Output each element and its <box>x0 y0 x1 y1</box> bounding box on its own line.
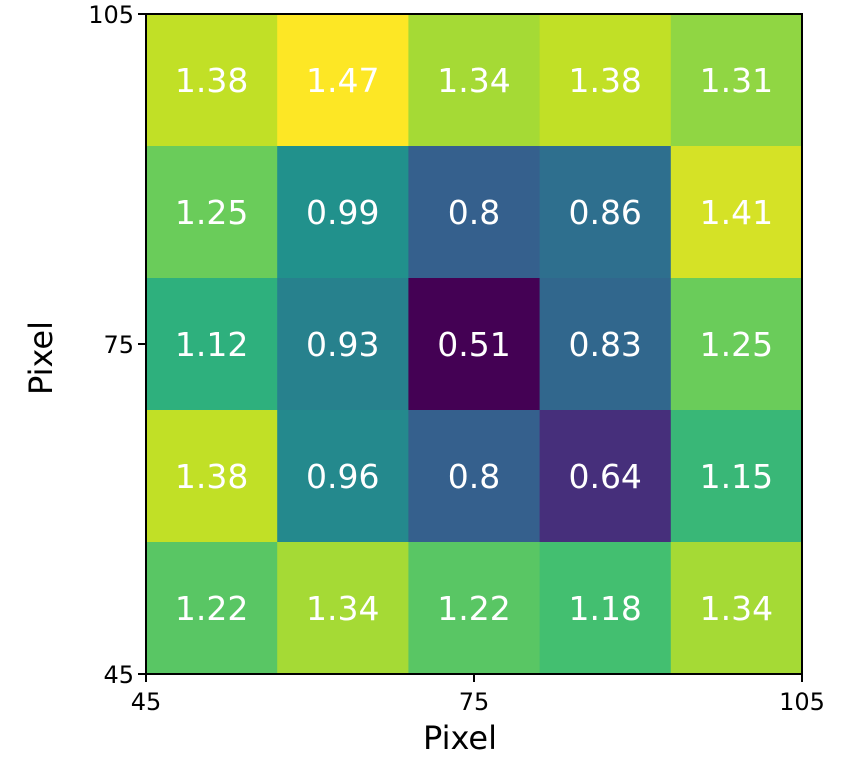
heatmap-cell-r3-c2 <box>277 278 409 411</box>
heatmap-cell-r2-c4 <box>539 146 672 279</box>
heatmap-cell-r5-c1 <box>146 542 278 675</box>
cell-value-label-r2-c1: 1.25 <box>175 193 248 232</box>
heatmap-cell-r1-c4 <box>539 14 672 147</box>
cell-value-label-r5-c5: 1.34 <box>700 589 773 628</box>
cell-value-label-r4-c5: 1.15 <box>700 457 773 496</box>
cell-value-label-r5-c3: 1.22 <box>437 589 510 628</box>
heatmap-cell-r5-c3 <box>408 542 541 675</box>
axis-ticks: 45 75 105 45 75 105 <box>88 1 825 716</box>
heatmap-cell-r2-c5 <box>670 146 803 279</box>
cell-value-label-r5-c4: 1.18 <box>568 589 641 628</box>
cell-value-label-r1-c5: 1.31 <box>700 61 773 100</box>
heatmap-cell-r1-c3 <box>408 14 541 147</box>
heatmap-cell-r5-c2 <box>277 542 409 675</box>
heatmap-cells: 1.38 1.47 1.34 1.38 1.31 1.25 0.99 0.8 0.86 1.41 1… <box>146 14 803 675</box>
x-axis-label: Pixel <box>423 719 497 757</box>
cell-value-label-r2-c5: 1.41 <box>700 193 773 232</box>
y-tick-label-2: 75 <box>103 331 134 359</box>
x-tick-label-1: 45 <box>131 688 162 716</box>
cell-value-label-r5-c2: 1.34 <box>306 589 379 628</box>
y-tick-label-1: 45 <box>103 661 134 689</box>
heatmap-cell-r2-c2 <box>277 146 409 279</box>
heatmap-cell-r1-c2 <box>277 14 409 147</box>
heatmap-cell-r1-c5 <box>670 14 803 147</box>
cell-value-label-r1-c2: 1.47 <box>306 61 379 100</box>
heatmap-cell-r4-c5 <box>670 410 803 543</box>
cell-value-label-r5-c1: 1.22 <box>175 589 248 628</box>
cell-value-label-r3-c5: 1.25 <box>700 325 773 364</box>
heatmap-cell-r4-c1 <box>146 410 278 543</box>
cell-value-label-r4-c2: 0.96 <box>306 457 379 496</box>
heatmap-cell-r2-c3 <box>408 146 541 279</box>
cell-value-label-r2-c3: 0.8 <box>448 193 500 232</box>
heatmap-cell-r4-c3 <box>408 410 541 543</box>
heatmap-cell-r1-c1 <box>146 14 278 147</box>
cell-value-label-r3-c2: 0.93 <box>306 325 379 364</box>
heatmap-cell-r2-c1 <box>146 146 278 279</box>
cell-value-label-r1-c1: 1.38 <box>175 61 248 100</box>
cell-value-label-r3-c4: 0.83 <box>568 325 641 364</box>
cell-value-label-r3-c1: 1.12 <box>175 325 248 364</box>
heatmap-cell-r5-c5 <box>670 542 803 675</box>
x-tick-label-3: 105 <box>779 688 825 716</box>
y-axis-label: Pixel <box>22 321 60 395</box>
heatmap-cell-r3-c4 <box>539 278 672 411</box>
cell-value-label-r4-c4: 0.64 <box>568 457 641 496</box>
heatmap-cell-r4-c2 <box>277 410 409 543</box>
cell-value-label-r2-c2: 0.99 <box>306 193 379 232</box>
heatmap-cell-r4-c4 <box>539 410 672 543</box>
cell-value-label-r4-c3: 0.8 <box>448 457 500 496</box>
y-tick-label-3: 105 <box>88 1 134 29</box>
cell-value-label-r2-c4: 0.86 <box>568 193 641 232</box>
heatmap-cell-r3-c3 <box>408 278 541 411</box>
heatmap-cell-r3-c5 <box>670 278 803 411</box>
heatmap-cell-r3-c1 <box>146 278 278 411</box>
cell-value-label-r1-c3: 1.34 <box>437 61 510 100</box>
cell-value-label-r3-c3: 0.51 <box>437 325 510 364</box>
heatmap-cell-r5-c4 <box>539 542 672 675</box>
cell-value-label-r1-c4: 1.38 <box>568 61 641 100</box>
x-tick-label-2: 75 <box>459 688 490 716</box>
cell-value-label-r4-c1: 1.38 <box>175 457 248 496</box>
